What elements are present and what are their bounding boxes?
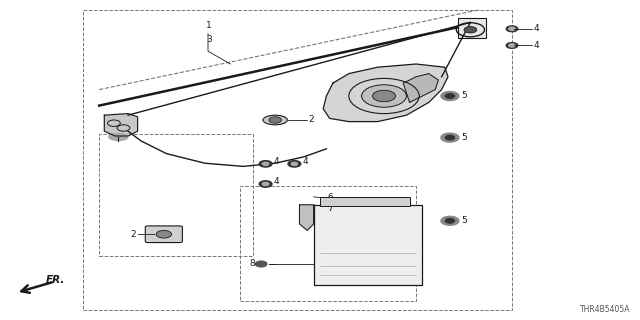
Text: 4: 4 (534, 41, 540, 50)
Circle shape (506, 26, 518, 32)
Text: 4: 4 (274, 177, 280, 186)
Bar (99, 134, 253, 256)
Ellipse shape (263, 115, 287, 125)
Circle shape (269, 117, 282, 123)
Circle shape (441, 216, 459, 225)
Bar (83, 10, 512, 310)
Text: 2: 2 (308, 116, 314, 124)
Circle shape (441, 133, 459, 142)
Polygon shape (300, 205, 314, 230)
Text: 5: 5 (461, 216, 467, 225)
Text: 4: 4 (534, 24, 540, 33)
Ellipse shape (109, 133, 128, 140)
FancyBboxPatch shape (145, 226, 182, 243)
Circle shape (509, 44, 515, 47)
Polygon shape (104, 114, 138, 136)
Circle shape (506, 43, 518, 48)
Text: 5: 5 (461, 92, 467, 100)
Bar (458, 18, 486, 38)
Bar (320, 197, 410, 206)
Polygon shape (403, 74, 438, 102)
Text: 5: 5 (461, 133, 467, 142)
Text: FR.: FR. (46, 276, 65, 285)
Circle shape (362, 85, 406, 107)
Circle shape (372, 90, 396, 102)
Circle shape (464, 27, 477, 33)
Polygon shape (323, 64, 448, 122)
Text: 7: 7 (328, 204, 333, 213)
Bar (240, 186, 416, 301)
Circle shape (445, 135, 454, 140)
Circle shape (259, 161, 272, 167)
Circle shape (509, 27, 515, 30)
Circle shape (262, 162, 269, 165)
Text: 4: 4 (274, 157, 280, 166)
Text: 3: 3 (207, 35, 212, 44)
Circle shape (288, 161, 301, 167)
Text: 2: 2 (131, 230, 136, 239)
Bar (314, 205, 422, 285)
Circle shape (445, 94, 454, 98)
Circle shape (262, 182, 269, 186)
Circle shape (291, 162, 298, 165)
Text: 6: 6 (328, 193, 333, 202)
Text: 8: 8 (249, 260, 255, 268)
Circle shape (445, 219, 454, 223)
Text: THR4B5405A: THR4B5405A (580, 305, 630, 314)
Circle shape (156, 230, 172, 238)
Circle shape (259, 181, 272, 187)
Text: 4: 4 (302, 157, 308, 166)
Text: 1: 1 (207, 21, 212, 30)
Circle shape (255, 261, 267, 267)
Circle shape (441, 92, 459, 100)
